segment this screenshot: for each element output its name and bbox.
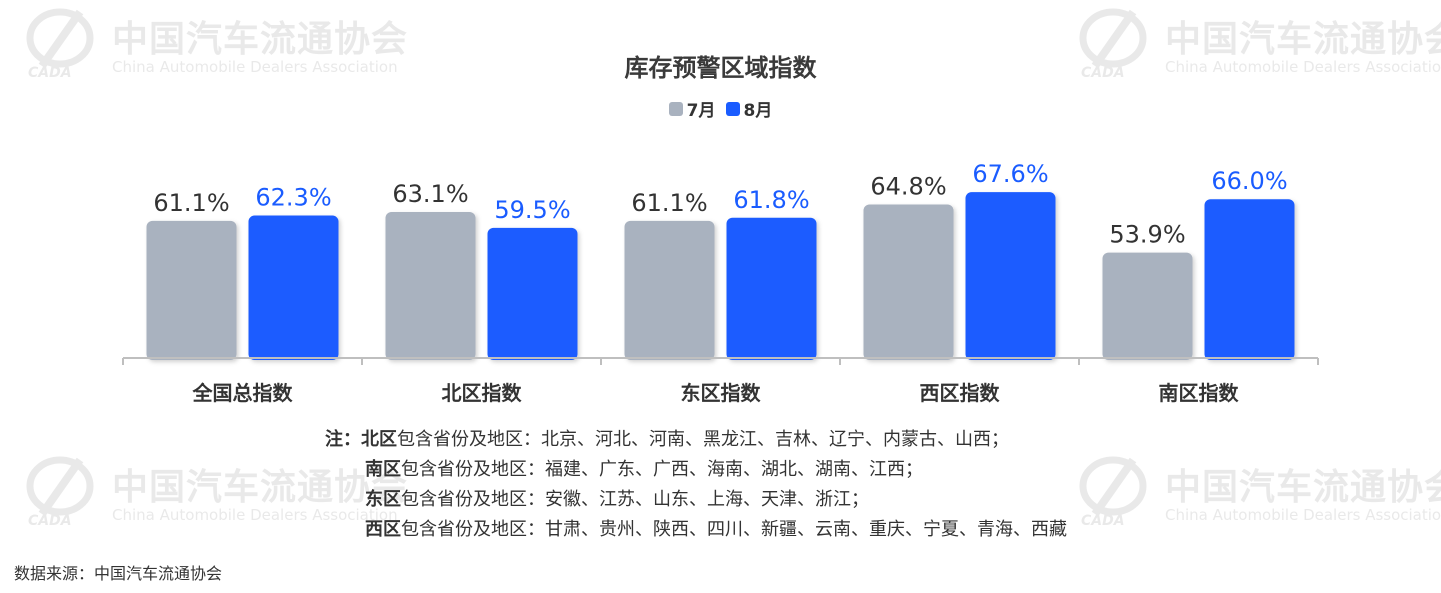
note-row-north: 注：北区包含省份及地区：北京、河北、河南、黑龙江、吉林、辽宁、内蒙古、山西；: [325, 425, 1009, 451]
data-label-aug: 66.0%: [1211, 167, 1287, 195]
data-label-aug: 62.3%: [255, 184, 331, 212]
note-text: 包含省份及地区：安徽、江苏、山东、上海、天津、浙江；: [401, 489, 869, 510]
svg-text:CADA: CADA: [28, 513, 72, 527]
legend-swatch-jul: [668, 101, 683, 116]
data-label-aug: 67.6%: [972, 160, 1048, 188]
data-label-jul: 61.1%: [153, 189, 229, 217]
x-tick-label: 全国总指数: [192, 381, 294, 405]
note-row-south: 南区包含省份及地区：福建、广东、广西、海南、湖北、湖南、江西；: [365, 455, 923, 481]
note-text: 包含省份及地区：北京、河北、河南、黑龙江、吉林、辽宁、内蒙古、山西；: [397, 429, 1009, 450]
note-text: 包含省份及地区：甘肃、贵州、陕西、四川、新疆、云南、重庆、宁夏、青海、西藏: [401, 519, 1067, 540]
legend-label-aug: 8月: [743, 101, 773, 121]
legend-item-jul: 7月: [668, 96, 716, 121]
x-tick-label: 西区指数: [920, 381, 1001, 405]
bar-aug: [248, 215, 339, 360]
note-region: 西区: [365, 519, 401, 540]
bar-aug: [726, 217, 817, 360]
cada-logo-icon: CADA: [26, 456, 94, 527]
watermark-en: China Automobile Dealers Association: [112, 506, 398, 524]
data-label-aug: 59.5%: [494, 196, 570, 224]
bar-jul: [146, 220, 237, 360]
legend-swatch-aug: [725, 101, 740, 116]
chart-legend: 7月 8月: [0, 96, 1441, 121]
data-label-aug: 61.8%: [733, 186, 809, 214]
bar-jul: [1102, 252, 1193, 360]
note-region: 南区: [365, 459, 401, 480]
bar-aug: [965, 192, 1056, 360]
note-text: 包含省份及地区：福建、广东、广西、海南、湖北、湖南、江西；: [401, 459, 923, 480]
note-region: 东区: [365, 489, 401, 510]
data-label-jul: 61.1%: [631, 189, 707, 217]
x-tick-label: 南区指数: [1159, 381, 1240, 405]
note-prefix: 注：: [325, 429, 361, 450]
note-row-west: 西区包含省份及地区：甘肃、贵州、陕西、四川、新疆、云南、重庆、宁夏、青海、西藏: [365, 515, 1067, 541]
note-region: 北区: [361, 429, 397, 450]
x-tick-label: 东区指数: [681, 381, 762, 405]
bar-jul: [624, 220, 715, 360]
chart-title: 库存预警区域指数: [624, 54, 817, 82]
bar-chart: 61.1% 62.3% 全国总指数 63.1% 59.5% 北区指数 61.1% 61.8% 东…: [122, 160, 1319, 405]
note-row-east: 东区包含省份及地区：安徽、江苏、山东、上海、天津、浙江；: [365, 485, 869, 511]
data-source: 数据来源：中国汽车流通协会: [14, 564, 223, 583]
data-label-jul: 53.9%: [1109, 221, 1185, 249]
watermark-cn: 中国汽车流通协会: [112, 467, 409, 508]
data-label-jul: 63.1%: [392, 180, 468, 208]
bar-aug: [487, 227, 578, 360]
watermark-en: China Automobile Dealers Association: [1165, 506, 1441, 524]
data-label-jul: 64.8%: [870, 173, 946, 201]
watermark-cn: 中国汽车流通协会: [1165, 467, 1441, 508]
legend-label-jul: 7月: [686, 101, 716, 121]
bar-aug: [1204, 199, 1295, 360]
x-tick-label: 北区指数: [442, 381, 523, 405]
bar-jul: [385, 212, 476, 360]
cada-logo-icon: CADA: [1079, 456, 1147, 527]
bar-jul: [863, 204, 954, 360]
legend-item-aug: 8月: [725, 96, 773, 121]
svg-text:CADA: CADA: [1081, 513, 1125, 527]
